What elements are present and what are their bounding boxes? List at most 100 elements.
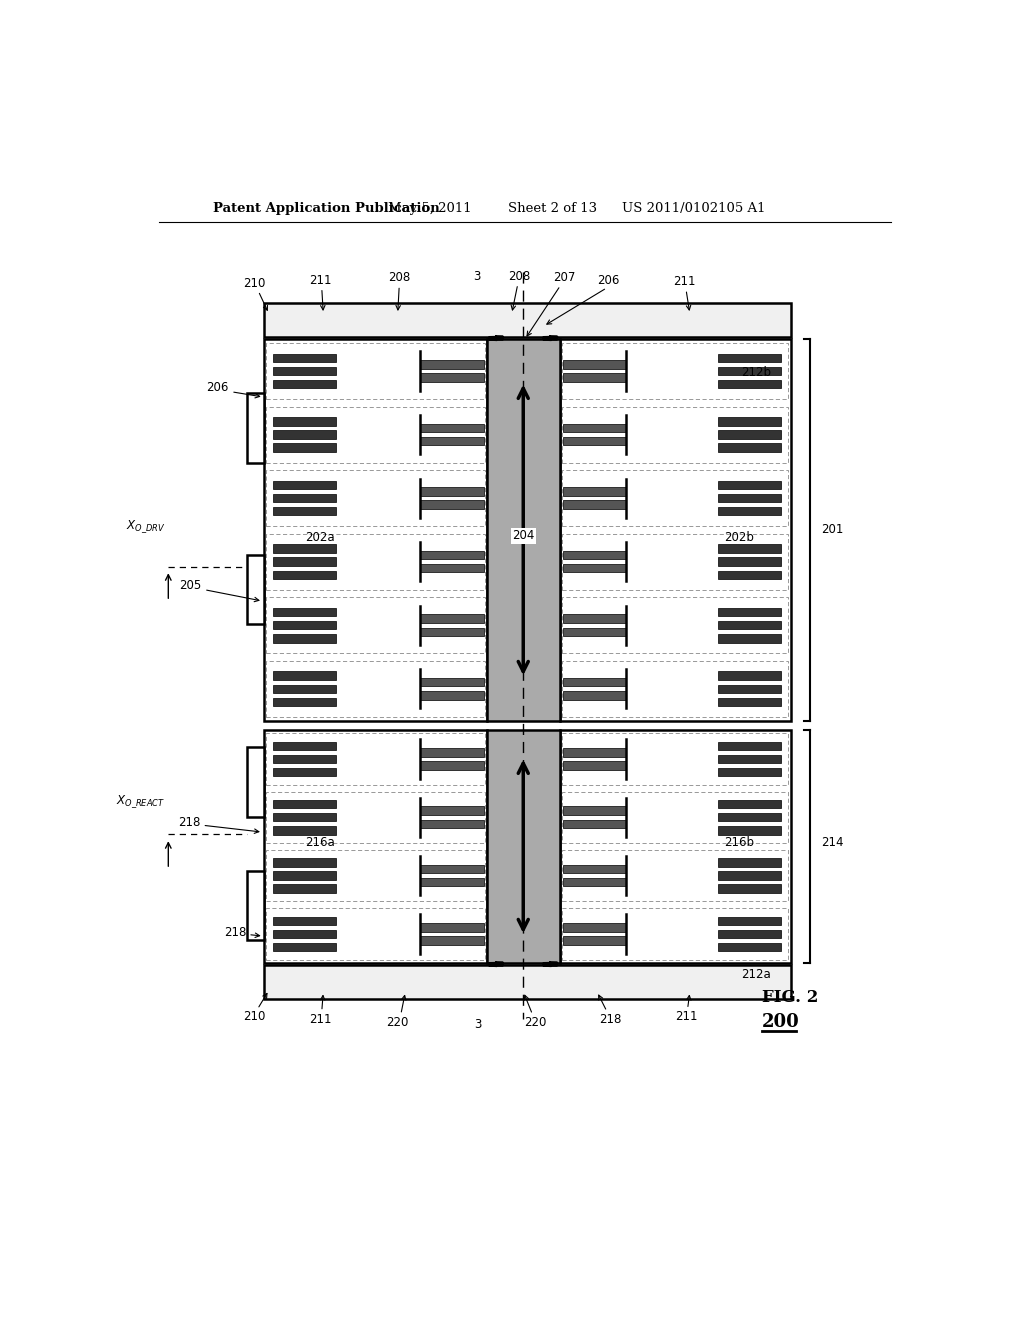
Bar (718, 609, 781, 616)
Bar (420, 762, 483, 770)
Bar (718, 685, 781, 693)
Bar (247, 747, 263, 817)
Bar (563, 424, 627, 433)
Bar (420, 865, 483, 874)
Bar (420, 692, 483, 700)
Bar (273, 417, 337, 426)
Text: 206: 206 (207, 381, 228, 395)
Bar (562, 343, 788, 399)
Bar (420, 500, 483, 510)
Bar (420, 437, 483, 445)
Bar (273, 884, 337, 892)
Bar (718, 557, 781, 566)
Bar (266, 533, 484, 590)
Bar (562, 792, 788, 843)
Bar (420, 424, 483, 433)
Bar (273, 800, 337, 808)
Bar (718, 444, 781, 451)
Bar (563, 678, 627, 686)
Bar (718, 430, 781, 438)
Bar (273, 367, 337, 375)
Bar (718, 544, 781, 553)
Text: 211: 211 (309, 273, 332, 286)
Bar (563, 614, 627, 623)
Bar (562, 733, 788, 784)
Bar (718, 672, 781, 680)
Bar (273, 858, 337, 867)
Text: 208: 208 (388, 271, 411, 284)
Bar (273, 672, 337, 680)
Bar (563, 748, 627, 756)
Bar (486, 730, 560, 964)
Bar (247, 554, 263, 624)
Bar (718, 871, 781, 880)
Bar (420, 878, 483, 886)
Bar (486, 339, 560, 721)
Bar (273, 942, 337, 952)
Bar (263, 730, 486, 964)
Bar (247, 393, 263, 462)
Text: May 5, 2011: May 5, 2011 (388, 202, 472, 215)
Text: 3: 3 (474, 1018, 482, 1031)
Bar (718, 380, 781, 388)
Bar (273, 430, 337, 438)
Bar (563, 487, 627, 496)
Bar (718, 826, 781, 834)
Bar (266, 597, 484, 653)
Bar (273, 609, 337, 616)
Text: 218: 218 (178, 816, 200, 829)
Bar (563, 627, 627, 636)
Bar (273, 826, 337, 834)
Bar (563, 923, 627, 932)
Bar (562, 407, 788, 462)
Bar (420, 487, 483, 496)
Text: US 2011/0102105 A1: US 2011/0102105 A1 (622, 202, 766, 215)
Bar (266, 792, 484, 843)
Bar (266, 850, 484, 902)
Bar (247, 871, 263, 940)
Bar (718, 367, 781, 375)
Bar (563, 692, 627, 700)
Bar (563, 865, 627, 874)
Bar (563, 500, 627, 510)
Bar (563, 437, 627, 445)
Text: 200: 200 (762, 1014, 800, 1031)
Bar (718, 417, 781, 426)
Bar (420, 564, 483, 573)
Bar (273, 768, 337, 776)
Bar (420, 820, 483, 828)
Bar (420, 678, 483, 686)
Text: 205: 205 (179, 579, 202, 593)
Bar (273, 871, 337, 880)
Text: 201: 201 (821, 523, 844, 536)
Text: Sheet 2 of 13: Sheet 2 of 13 (508, 202, 597, 215)
Bar (420, 936, 483, 945)
Bar (420, 374, 483, 381)
Bar (718, 800, 781, 808)
Text: 212a: 212a (741, 968, 771, 981)
Text: FIG. 2: FIG. 2 (762, 989, 818, 1006)
Text: 211: 211 (675, 1010, 697, 1023)
Bar (273, 685, 337, 693)
Bar (420, 550, 483, 560)
Text: 202a: 202a (305, 531, 335, 544)
Bar (718, 354, 781, 362)
Bar (273, 697, 337, 706)
Text: 206: 206 (597, 273, 620, 286)
Text: 204: 204 (512, 529, 535, 543)
Bar (718, 755, 781, 763)
Text: 218: 218 (599, 1012, 622, 1026)
Bar (562, 470, 788, 527)
Text: 208: 208 (508, 269, 530, 282)
Bar (266, 908, 484, 960)
Bar (273, 742, 337, 750)
Text: 210: 210 (243, 1010, 265, 1023)
Bar (420, 748, 483, 756)
Bar (563, 762, 627, 770)
Bar (562, 597, 788, 653)
Text: 220: 220 (386, 1016, 409, 1028)
Bar (563, 374, 627, 381)
Text: 212b: 212b (740, 366, 771, 379)
Bar (718, 884, 781, 892)
Bar (266, 470, 484, 527)
